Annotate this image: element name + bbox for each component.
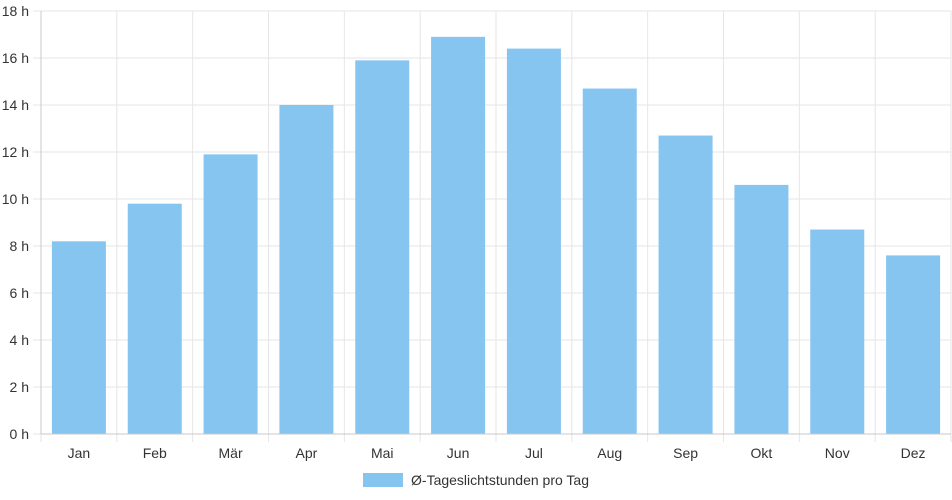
y-tick-label: 14 h [2, 97, 29, 113]
bar-nov [810, 229, 865, 434]
bar-dez [886, 255, 941, 434]
legend-swatch [363, 473, 404, 487]
y-tick-labels: 0 h 2 h 4 h 6 h 8 h 10 h 12 h 14 h 16 h 18 h [2, 3, 29, 442]
x-tick-label: Sep [673, 445, 698, 461]
legend[interactable]: Ø-Tageslichtstunden pro Tag [0, 472, 952, 488]
bar-mai [355, 60, 410, 434]
x-tick-label: Okt [751, 445, 773, 461]
bars [51, 36, 941, 435]
y-tick-label: 10 h [2, 191, 29, 207]
x-tick-label: Mai [371, 445, 394, 461]
y-tick-label: 18 h [2, 3, 29, 19]
y-tick-label: 0 h [10, 426, 29, 442]
bar-aug [582, 88, 637, 435]
y-tick-label: 4 h [10, 332, 29, 348]
grid-lines [33, 10, 952, 442]
y-tick-label: 16 h [2, 50, 29, 66]
axes [40, 11, 951, 435]
y-tick-label: 6 h [10, 285, 29, 301]
x-tick-label: Dez [901, 445, 926, 461]
y-tick-label: 8 h [10, 238, 29, 254]
bar-jul [506, 48, 561, 434]
bar-feb [127, 203, 182, 434]
x-tick-label: Jan [68, 445, 91, 461]
bar-okt [734, 184, 789, 434]
y-tick-label: 2 h [10, 379, 29, 395]
x-tick-label: Feb [143, 445, 167, 461]
bar-jun [431, 36, 486, 434]
x-tick-label: Mär [219, 445, 243, 461]
y-tick-label: 12 h [2, 144, 29, 160]
x-tick-label: Jun [447, 445, 470, 461]
x-tick-label: Apr [296, 445, 318, 461]
x-tick-label: Nov [825, 445, 850, 461]
x-tick-labels: Jan Feb Mär Apr Mai Jun Jul Aug Sep Okt Nov Dez [68, 445, 926, 461]
x-tick-label: Jul [525, 445, 543, 461]
bar-jan [51, 241, 106, 434]
bar-apr [279, 105, 334, 434]
legend-label: Ø-Tageslichtstunden pro Tag [411, 472, 589, 488]
x-tick-label: Aug [597, 445, 622, 461]
bar-sep [658, 135, 713, 435]
bar-mär [203, 154, 258, 434]
